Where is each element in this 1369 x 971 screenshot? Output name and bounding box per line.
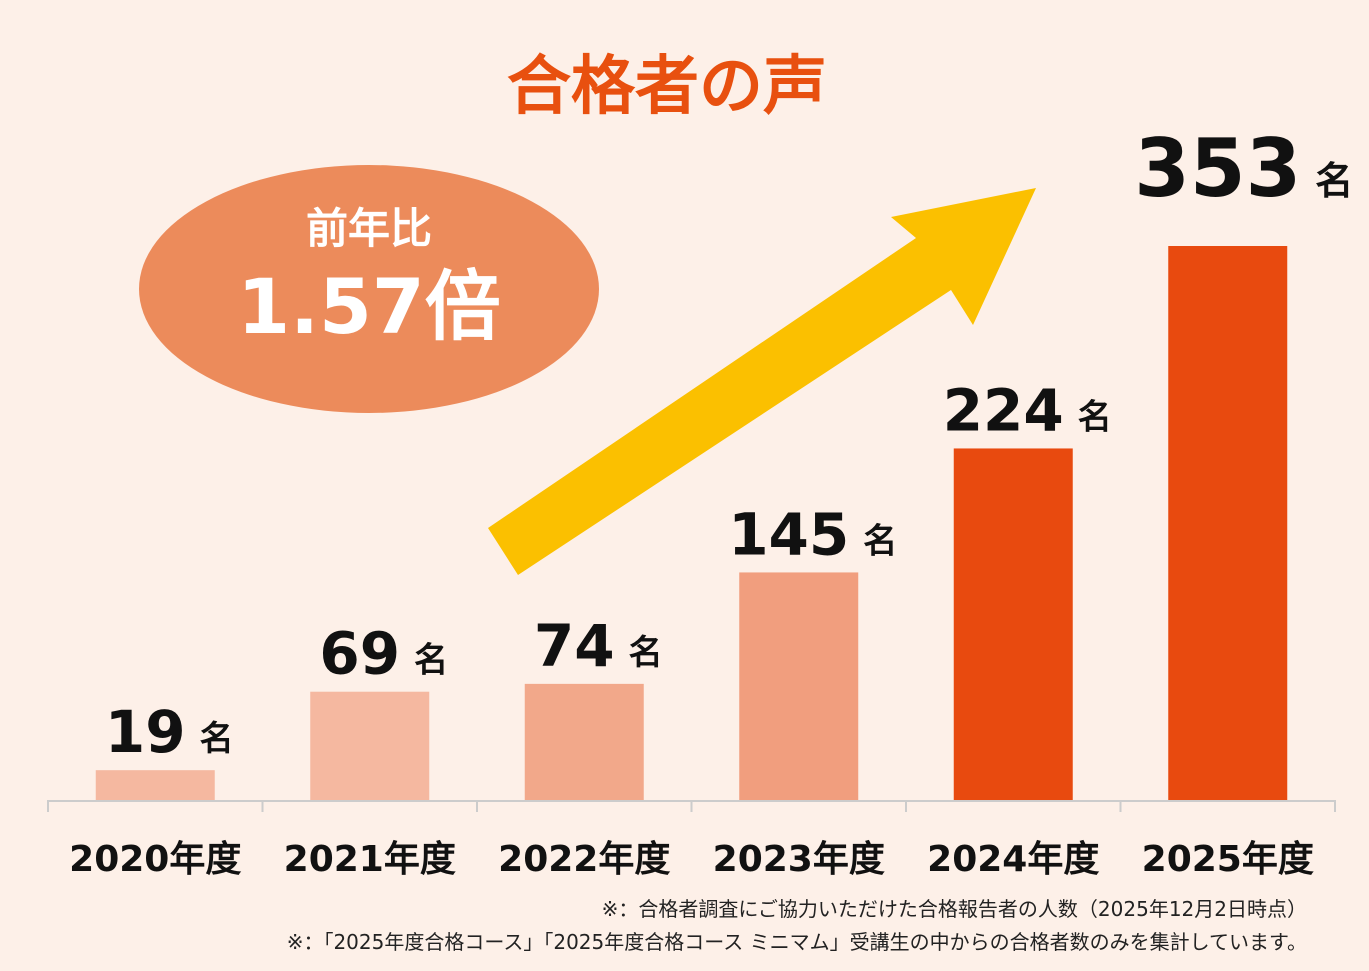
unit-label: 名 [1078, 397, 1112, 437]
category-label: 2022年度 [498, 839, 670, 880]
data-label: 74 名 [534, 612, 663, 680]
bar-2024年度 [953, 448, 1073, 800]
callout-ellipse [139, 165, 599, 413]
category-labels: 2020年度 2021年度 2022年度 2023年度 2024年度 2025年度 [69, 839, 1314, 880]
data-label: 353 名 [1134, 122, 1353, 215]
growth-callout: 前年比 1.57倍 [139, 165, 599, 413]
unit-label: 名 [863, 521, 897, 561]
data-label: 69 名 [319, 620, 448, 688]
category-label: 2025年度 [1142, 839, 1314, 880]
footnote-2: ※：「2025年度合格コース」「2025年度合格コース ミニマム」受講生の中から… [287, 930, 1307, 954]
value-label: 224 [943, 376, 1064, 444]
bar-2023年度 [739, 572, 859, 800]
category-label: 2023年度 [713, 839, 885, 880]
data-label: 145 名 [728, 500, 897, 568]
unit-label: 名 [414, 641, 448, 681]
value-label: 69 [319, 620, 400, 688]
value-label: 145 [728, 500, 849, 568]
unit-label: 名 [200, 719, 234, 759]
footnote-1: ※：合格者調査にご協力いただけた合格報告者の人数（2025年12月2日時点） [602, 897, 1307, 921]
bar-2025年度 [1168, 246, 1288, 800]
category-label: 2021年度 [284, 839, 456, 880]
value-label: 353 [1134, 122, 1301, 215]
x-axis [47, 800, 1336, 812]
data-label: 224 名 [943, 376, 1112, 444]
category-label: 2024年度 [927, 839, 1099, 880]
data-label: 19 名 [105, 698, 234, 766]
value-label: 19 [105, 698, 186, 766]
bar-2021年度 [310, 691, 430, 800]
bar-2022年度 [524, 683, 644, 800]
chart-title: 合格者の声 [507, 50, 827, 124]
bar-2020年度 [95, 770, 215, 800]
callout-label: 前年比 [306, 204, 432, 253]
unit-label: 名 [629, 633, 663, 673]
value-label: 74 [534, 612, 615, 680]
growth-arrow [488, 188, 1036, 575]
unit-label: 名 [1315, 159, 1353, 203]
callout-ratio: 1.57倍 [237, 262, 501, 351]
category-label: 2020年度 [69, 839, 241, 880]
bars: 19 名 69 名 74 名 145 名 224 名 353 名 [95, 122, 1353, 800]
